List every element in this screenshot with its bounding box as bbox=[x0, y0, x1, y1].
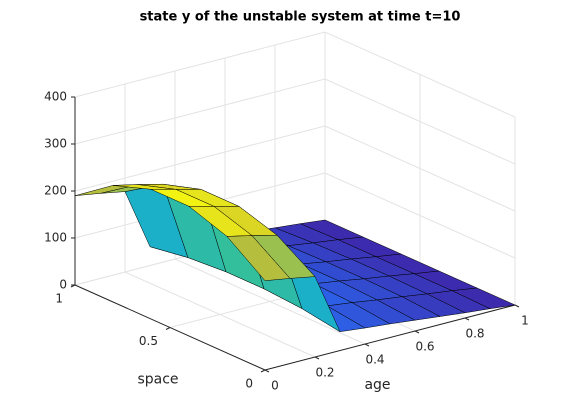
x-axis-label: age bbox=[364, 377, 390, 393]
y-tick-label: 0 bbox=[245, 377, 253, 391]
grid-line bbox=[74, 78, 516, 165]
x-tick-label: 0.6 bbox=[415, 340, 434, 354]
x-tick-label: 0 bbox=[271, 379, 279, 393]
y-tick bbox=[260, 369, 266, 373]
z-tick-label: 300 bbox=[44, 137, 67, 151]
x-tick bbox=[414, 330, 420, 334]
y-tick-label: 0.5 bbox=[139, 334, 158, 348]
z-tick-label: 0 bbox=[59, 278, 67, 292]
z-tick-label: 200 bbox=[44, 184, 67, 198]
z-tick-label: 400 bbox=[44, 90, 67, 104]
x-tick bbox=[264, 369, 270, 373]
x-tick bbox=[364, 343, 370, 347]
x-tick bbox=[514, 304, 520, 308]
surface-patch bbox=[226, 235, 291, 281]
x-tick-label: 0.2 bbox=[315, 366, 334, 380]
y-tick bbox=[165, 327, 171, 330]
grid-line bbox=[74, 125, 516, 212]
x-axis bbox=[264, 304, 516, 371]
x-tick-label: 1 bbox=[521, 314, 529, 328]
x-tick-label: 0.8 bbox=[465, 327, 484, 341]
x-tick-label: 0.4 bbox=[365, 353, 384, 367]
x-tick bbox=[464, 317, 470, 321]
chart-title: state y of the unstable system at time t… bbox=[140, 10, 461, 25]
x-tick bbox=[314, 356, 320, 360]
grid-line bbox=[74, 31, 516, 118]
y-tick-label: 1 bbox=[55, 292, 63, 306]
z-tick-label: 100 bbox=[44, 231, 67, 245]
y-axis-label: space bbox=[137, 372, 178, 388]
